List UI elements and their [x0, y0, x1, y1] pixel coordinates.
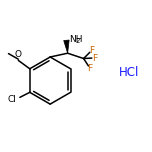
- Text: F: F: [92, 54, 97, 63]
- Text: F: F: [87, 64, 92, 73]
- Text: NH: NH: [69, 35, 83, 44]
- Text: HCl: HCl: [119, 66, 139, 79]
- Text: 2: 2: [76, 38, 80, 44]
- Text: F: F: [89, 46, 95, 55]
- Text: Cl: Cl: [8, 95, 17, 104]
- Polygon shape: [64, 40, 69, 53]
- Text: O: O: [15, 50, 22, 59]
